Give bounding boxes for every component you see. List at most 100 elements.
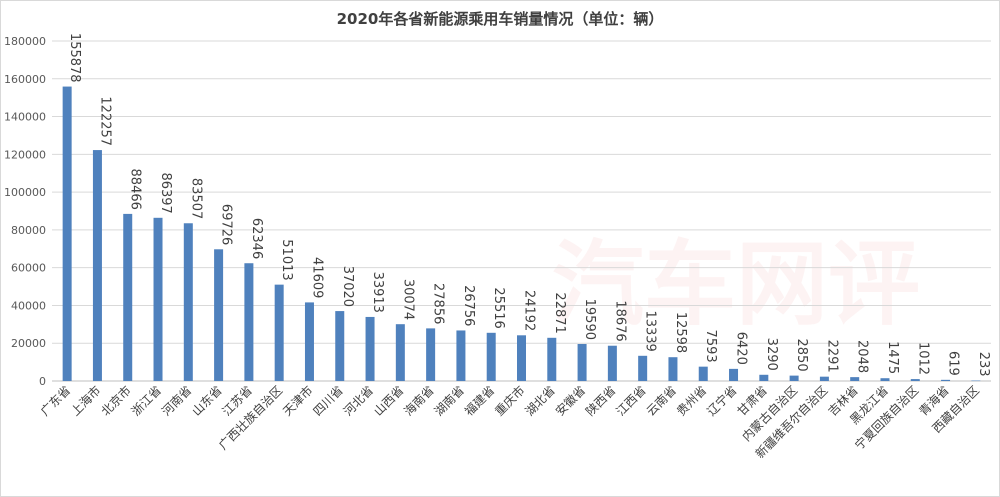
bar xyxy=(819,376,829,381)
x-tick-label: 重庆市 xyxy=(492,383,528,419)
bar xyxy=(304,302,314,381)
y-tick-label: 140000 xyxy=(4,111,46,124)
bar xyxy=(153,217,163,381)
x-tick-label: 四川省 xyxy=(311,383,346,418)
bar xyxy=(395,324,405,381)
y-tick-label: 20000 xyxy=(11,337,46,350)
data-label: 86397 xyxy=(158,172,173,213)
x-tick-label: 海南省 xyxy=(401,383,437,419)
y-axis: 0 20000 40000 60000 80000 100000 120000 140000 1… xyxy=(4,35,46,388)
x-tick-label: 云南省 xyxy=(643,383,679,419)
data-label: 69726 xyxy=(219,204,234,245)
x-tick-label: 贵州省 xyxy=(674,383,709,418)
bar xyxy=(92,150,102,381)
data-label: 619 xyxy=(946,351,961,376)
bar xyxy=(183,223,193,381)
data-label: 6420 xyxy=(734,332,749,365)
data-label: 3290 xyxy=(764,338,779,371)
bar xyxy=(638,355,648,381)
x-tick-label: 湖北省 xyxy=(522,383,558,419)
x-tick-label: 陕西省 xyxy=(582,383,618,419)
x-tick-label: 上海市 xyxy=(67,383,103,419)
bar xyxy=(335,311,345,381)
y-tick-label: 60000 xyxy=(11,262,46,275)
bar xyxy=(789,375,799,381)
bar xyxy=(910,379,920,381)
data-label: 155878 xyxy=(67,33,82,83)
data-label: 7593 xyxy=(703,330,718,363)
y-tick-label: 80000 xyxy=(11,224,46,237)
data-label: 30074 xyxy=(400,279,415,320)
data-label: 33913 xyxy=(370,272,385,313)
data-label: 37020 xyxy=(340,266,355,307)
data-label: 19590 xyxy=(582,299,597,340)
x-tick-label: 湖南省 xyxy=(431,383,467,419)
y-tick-label: 120000 xyxy=(4,148,46,161)
bar xyxy=(456,330,466,381)
x-tick-label: 浙江省 xyxy=(129,383,164,418)
x-tick-label: 北京市 xyxy=(98,383,134,419)
y-tick-label: 0 xyxy=(39,375,46,388)
y-tick-label: 180000 xyxy=(4,35,46,48)
data-label: 18676 xyxy=(612,300,627,341)
data-label: 2850 xyxy=(794,339,809,372)
x-tick-label: 山东省 xyxy=(189,383,224,418)
y-tick-label: 160000 xyxy=(4,73,46,86)
x-axis: 广东省上海市北京市浙江省河南省山东省江苏省广西壮族自治区天津市四川省河北省山西省… xyxy=(38,383,982,461)
x-tick-label: 福建省 xyxy=(461,383,497,419)
data-label: 51013 xyxy=(279,239,294,280)
data-label: 27856 xyxy=(431,283,446,324)
data-label: 1012 xyxy=(915,342,930,375)
x-tick-label: 广东省 xyxy=(38,383,73,418)
bar xyxy=(729,368,739,381)
x-tick-label: 江西省 xyxy=(613,383,648,418)
data-label: 122257 xyxy=(97,96,112,146)
bar xyxy=(759,374,769,381)
data-labels: 155878 122257 88466 86397 83507 69726 62346 510… xyxy=(67,33,991,377)
data-label: 12598 xyxy=(673,312,688,353)
chart-title: 2020年各省新能源乘用车销量情况（单位：辆） xyxy=(336,10,664,28)
bar xyxy=(850,377,860,381)
data-label: 62346 xyxy=(249,218,264,259)
bar xyxy=(607,345,617,381)
bar xyxy=(577,343,587,381)
bar xyxy=(274,284,284,381)
bar xyxy=(517,335,526,381)
bar xyxy=(214,249,224,381)
bar xyxy=(486,332,496,381)
data-label: 26756 xyxy=(461,285,476,326)
data-label: 25516 xyxy=(491,287,506,328)
data-label: 83507 xyxy=(188,178,203,219)
data-label: 88466 xyxy=(128,169,143,210)
bar xyxy=(941,379,951,381)
watermark: 汽车网评 xyxy=(552,231,920,338)
data-label: 2048 xyxy=(855,340,870,373)
y-tick-label: 40000 xyxy=(11,299,46,312)
bar xyxy=(123,213,133,381)
x-tick-label: 辽宁省 xyxy=(704,383,740,419)
y-tick-label: 100000 xyxy=(4,186,46,199)
x-tick-label: 安徽省 xyxy=(552,383,588,419)
data-label: 2291 xyxy=(824,340,839,373)
bar xyxy=(62,86,72,381)
bar xyxy=(244,263,254,381)
bar-series xyxy=(62,86,981,382)
x-tick-label: 天津市 xyxy=(280,383,316,419)
bar xyxy=(547,337,557,381)
data-label: 1475 xyxy=(885,341,900,374)
bar xyxy=(880,378,890,381)
bar xyxy=(971,380,981,382)
bar xyxy=(668,357,678,381)
data-label: 22871 xyxy=(552,292,567,333)
x-tick-label: 河北省 xyxy=(341,383,376,418)
bar xyxy=(365,316,375,381)
x-tick-label: 河南省 xyxy=(158,383,194,419)
data-label: 24192 xyxy=(522,290,537,331)
bar xyxy=(698,366,708,381)
data-label: 13339 xyxy=(643,310,658,351)
data-label: 233 xyxy=(976,352,991,377)
bar xyxy=(426,328,436,381)
data-label: 41609 xyxy=(309,257,324,298)
